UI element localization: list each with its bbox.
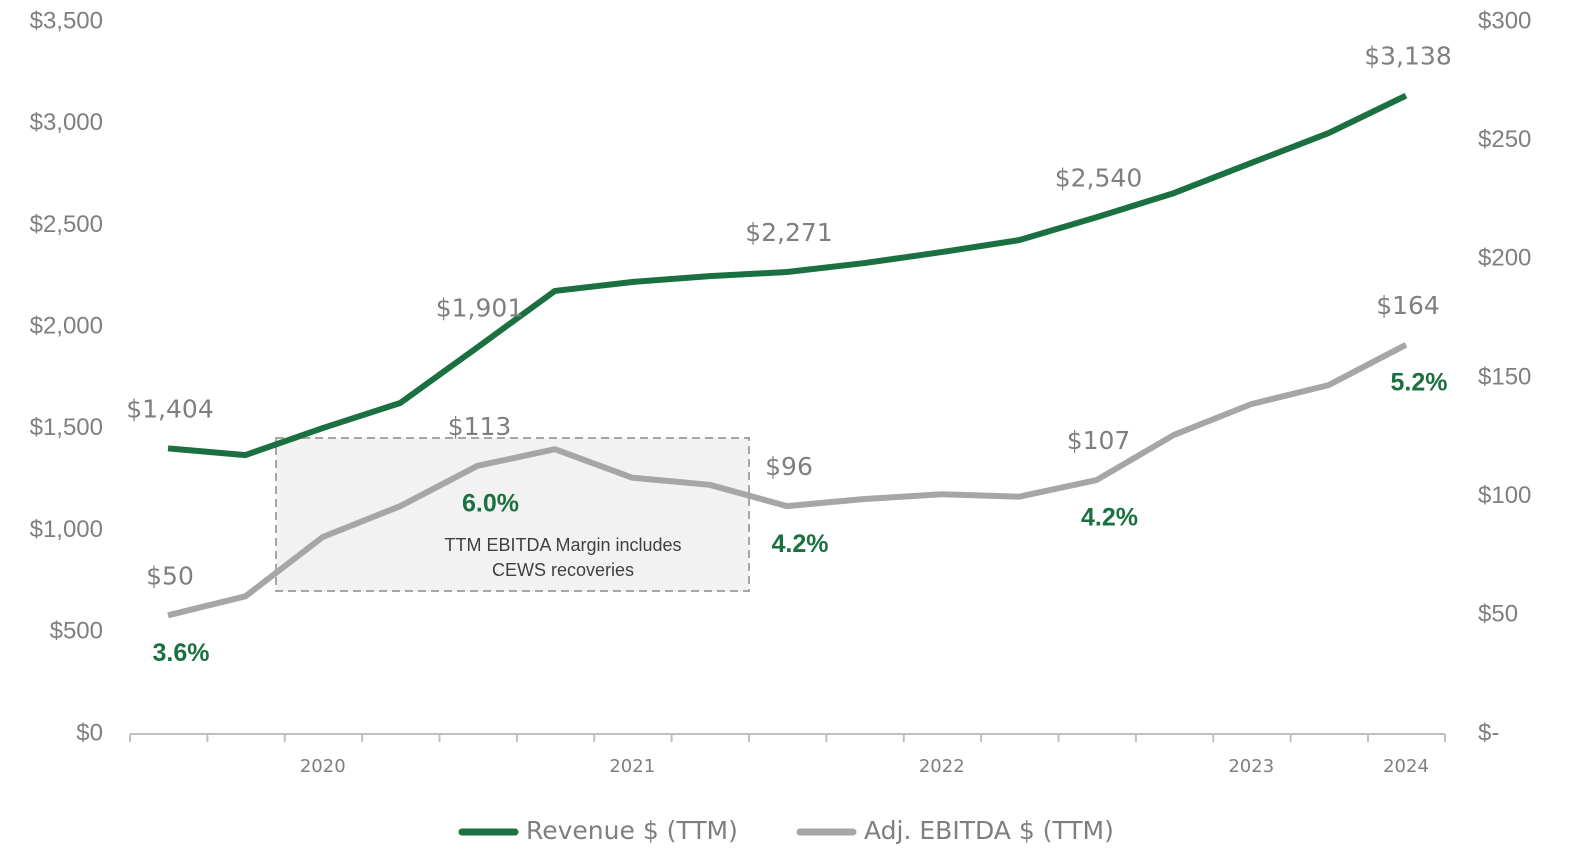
x-tick-label: 2023 [1228,756,1274,777]
y-tick-label: $2,500 [30,211,103,238]
data-label: $3,138 [1364,42,1451,71]
y2-tick-label: $200 [1478,245,1531,272]
data-label: $1,901 [436,293,523,322]
data-label: $164 [1376,291,1440,320]
data-label: $107 [1067,426,1131,455]
data-label: $113 [448,412,512,441]
data-label: $1,404 [126,394,213,423]
y-tick-label: $3,500 [30,7,103,34]
y-tick-label: $500 [50,618,103,645]
x-tick-label: 2021 [609,756,655,777]
y-tick-label: $3,000 [30,109,103,136]
legend-label: Revenue $ (TTM) [526,816,738,845]
legend-label: Adj. EBITDA $ (TTM) [864,816,1114,845]
data-label: $2,271 [745,218,832,247]
margin-label: 4.2% [772,530,829,558]
x-tick-label: 2022 [919,756,965,777]
series-line [167,342,1408,619]
y-tick-label: $0 [76,719,103,746]
data-label: $50 [146,561,194,590]
data-label: $2,540 [1055,163,1142,192]
x-tick-label: 2024 [1383,756,1429,777]
margin-label: 5.2% [1391,368,1448,396]
y2-tick-label: $150 [1478,363,1531,390]
y-tick-label: $2,000 [30,312,103,339]
y2-tick-label: $250 [1478,126,1531,153]
margin-label: 6.0% [462,489,519,517]
data-label: $96 [765,452,813,481]
y-tick-label: $1,500 [30,414,103,441]
margin-label: 4.2% [1081,504,1138,532]
x-tick-label: 2020 [300,756,346,777]
y2-tick-label: $100 [1478,482,1531,509]
y2-tick-label: $- [1478,719,1499,746]
y-tick-label: $1,000 [30,516,103,543]
annotation: CEWS recoveries [492,560,634,580]
series-line [167,92,1408,459]
margin-label: 3.6% [153,639,210,667]
y2-tick-label: $50 [1478,601,1518,628]
annotation-box [275,437,750,592]
y2-tick-label: $300 [1478,7,1531,34]
annotation: TTM EBITDA Margin includes [444,535,681,555]
